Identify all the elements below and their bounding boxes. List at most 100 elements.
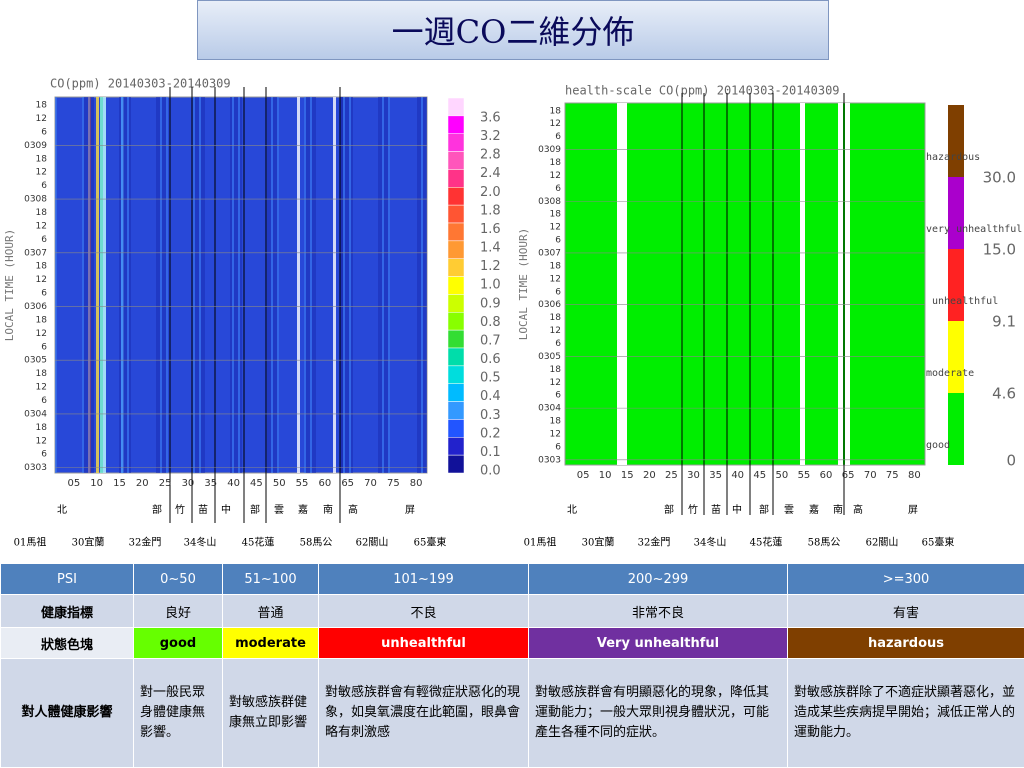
colorbar-label: 0.3	[480, 408, 501, 423]
y-tick-label: 12	[36, 168, 47, 178]
colorbar-box	[447, 401, 465, 420]
x-tick-label: 65	[341, 478, 354, 489]
y-tick-label: 12	[36, 221, 47, 231]
heatmap-texture	[129, 97, 131, 473]
heatmap-texture	[423, 97, 425, 473]
region-label: 北	[567, 504, 577, 516]
x-tick-label: 55	[296, 478, 309, 489]
x-tick-label: 80	[908, 470, 921, 481]
region-label: 苗	[711, 504, 721, 516]
colorbar-label: 2.0	[480, 185, 501, 200]
heatmap-texture	[84, 97, 86, 473]
y-tick-label: 0309	[24, 141, 47, 151]
table-cell: 200~299	[528, 563, 788, 595]
y-tick-label: 0305	[538, 352, 561, 362]
station-label: 45花蓮	[242, 536, 275, 549]
colorbar-label: 3.2	[480, 129, 501, 144]
region-label: 嘉	[298, 503, 308, 516]
y-tick-label: 6	[41, 181, 47, 191]
y-tick-label: 18	[550, 210, 562, 220]
colorbar-label: 0.6	[480, 352, 501, 367]
heatmap-texture	[127, 97, 129, 473]
table-cell: 非常不良	[528, 594, 788, 628]
table-row: 健康指標 良好 普通 不良 非常不良 有害	[0, 594, 1024, 628]
x-tick-label: 10	[599, 470, 612, 481]
heatmap-texture	[308, 97, 310, 473]
x-tick-label: 05	[67, 478, 80, 489]
y-axis-label: LOCAL TIME (HOUR)	[3, 229, 16, 342]
region-label: 中	[732, 503, 742, 516]
colorbar-box	[447, 204, 465, 224]
heatmap-texture	[622, 103, 627, 465]
colorbar-box	[447, 115, 465, 134]
heatmap-texture	[232, 97, 234, 473]
heatmap-texture	[417, 97, 419, 473]
table-cell: 0~50	[133, 563, 223, 595]
table-row: 對人體健康影響 對一般民眾身體健康無影響。 對敏感族群健康無立即影響 對敏感族群會有輕…	[0, 658, 1024, 768]
colorbar-label: 0.9	[480, 296, 501, 311]
heatmap-texture	[86, 97, 88, 473]
y-tick-label: 12	[550, 429, 561, 439]
heatmap-texture	[203, 97, 205, 473]
heatmap-texture	[88, 97, 90, 473]
colorbar-box	[447, 347, 465, 367]
y-tick-label: 6	[41, 235, 47, 245]
station-label: 34冬山	[184, 536, 217, 549]
x-tick-label: 20	[136, 478, 149, 489]
station-label: 65臺東	[922, 536, 955, 549]
x-tick-label: 05	[577, 470, 590, 481]
x-tick-label: 30	[182, 478, 195, 489]
heatmap-texture	[312, 97, 314, 473]
x-tick-label: 50	[775, 470, 788, 481]
station-label: 34冬山	[694, 536, 727, 549]
heatmap-texture	[166, 97, 168, 473]
region-label: 部	[759, 503, 769, 516]
colorbar-box	[447, 329, 465, 349]
heatmap-texture	[425, 97, 427, 473]
y-tick-label: 0304	[24, 409, 47, 419]
psi-table: PSI 0~50 51~100 101~199 200~299 >=300 健康指標 良好 普通…	[0, 563, 1024, 768]
table-cell: 對敏感族群除了不適症狀顯著惡化，並造成某些疾病提早開始；減低正常人的運動能力。	[787, 658, 1024, 768]
colorbar-category: moderate	[926, 368, 974, 379]
heatmap-texture	[92, 97, 94, 473]
colorbar-category: unhealthful	[932, 296, 998, 307]
heatmap-texture	[158, 97, 160, 473]
colorbar-label: 2.8	[480, 148, 501, 163]
x-tick-label: 40	[227, 478, 240, 489]
heatmap-texture	[156, 97, 158, 473]
table-cell: >=300	[787, 563, 1024, 595]
x-tick-label: 25	[665, 470, 678, 481]
region-label: 部	[152, 503, 162, 516]
y-tick-label: 6	[555, 236, 561, 246]
heatmap-texture	[240, 97, 242, 473]
y-tick-label: 12	[550, 378, 561, 388]
y-tick-label: 18	[36, 369, 48, 379]
y-tick-label: 12	[550, 171, 561, 181]
colorbar-label: 4.6	[992, 385, 1016, 403]
y-tick-label: 6	[555, 184, 561, 194]
colorbar-label: 1.0	[480, 278, 501, 293]
x-tick-label: 60	[820, 470, 833, 481]
station-label: 65臺東	[414, 536, 447, 549]
station-label: 58馬公	[808, 537, 841, 549]
colorbar-box	[948, 105, 964, 177]
y-tick-label: 6	[41, 127, 47, 137]
y-tick-label: 6	[41, 396, 47, 406]
heatmap-texture	[275, 97, 277, 473]
x-tick-label: 10	[90, 478, 103, 489]
colorbar-label: 0.0	[480, 464, 501, 479]
station-label: 62關山	[866, 537, 899, 549]
heatmap-texture	[838, 103, 843, 465]
heatmap-texture	[617, 103, 622, 465]
colorbar-label: 1.8	[480, 203, 501, 218]
colorbar-label: 15.0	[983, 241, 1016, 259]
heatmap-texture	[273, 97, 275, 473]
region-label: 屏	[405, 504, 415, 516]
x-tick-label: 45	[250, 478, 263, 489]
station-label: 32金門	[638, 536, 671, 549]
heatmap-texture	[845, 103, 850, 465]
table-cell: 不良	[318, 594, 529, 628]
y-tick-label: 0309	[538, 145, 561, 155]
heatmap-texture	[297, 97, 300, 473]
region-label: 部	[250, 503, 260, 516]
